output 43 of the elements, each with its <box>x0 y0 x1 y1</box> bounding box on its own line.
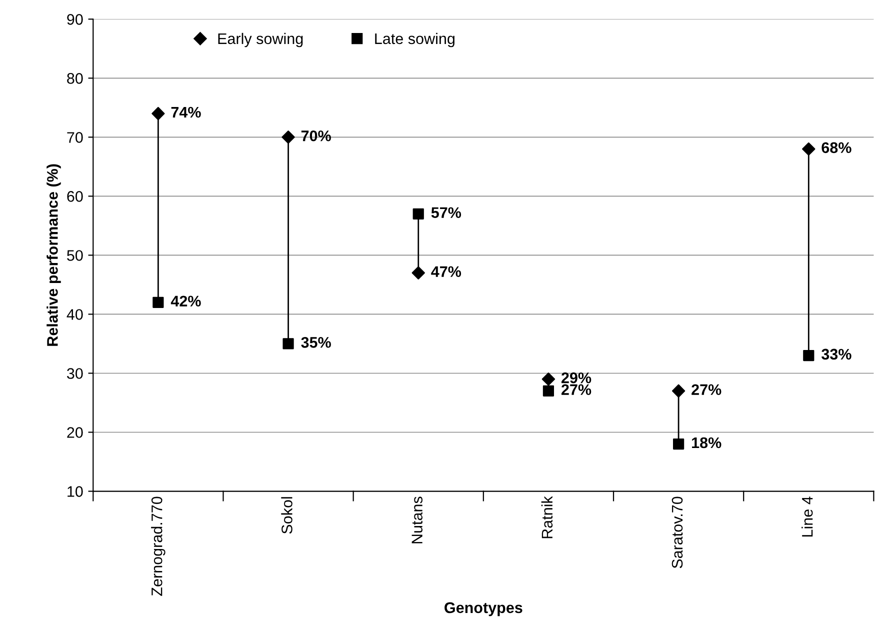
point <box>542 372 556 386</box>
y-tick-label: 60 <box>67 191 83 202</box>
y-tick-label: 90 <box>67 14 83 25</box>
point <box>152 106 165 120</box>
point <box>803 350 814 362</box>
legend-label: Late sowing <box>375 32 454 48</box>
data-label: 68% <box>822 142 852 154</box>
data-label: 74% <box>171 106 201 118</box>
point <box>542 385 554 396</box>
x-axis-title: Genotypes <box>444 602 522 616</box>
x-tick-label: Zernograd.770 <box>151 496 166 596</box>
data-label: 35% <box>301 337 331 348</box>
x-tick-label: Sokol <box>281 497 292 534</box>
data-label: 27% <box>692 384 722 396</box>
y-tick-label: 10 <box>68 486 83 497</box>
x-tick-label: Ratnik <box>541 496 553 538</box>
data-label: 42% <box>170 296 201 306</box>
x-tick-label: Line 4 <box>802 496 813 536</box>
point <box>802 142 816 156</box>
data-label: 18% <box>692 437 722 448</box>
point <box>282 338 294 350</box>
data-label: 29% <box>561 372 592 384</box>
y-axis-title: Relative performance (%) <box>46 164 61 346</box>
data-label: 27% <box>561 384 592 396</box>
point <box>672 384 686 398</box>
y-tick-label: 40 <box>66 309 83 320</box>
x-tick-label: Nutans <box>412 496 422 544</box>
y-tick-label: 30 <box>67 368 83 379</box>
y-tick-label: 70 <box>67 132 83 143</box>
y-tick-label: 50 <box>67 250 83 261</box>
point <box>152 296 164 308</box>
data-label: 70% <box>301 130 331 142</box>
legend-label: Early sowing <box>218 32 303 48</box>
point <box>412 208 424 220</box>
point <box>282 130 295 144</box>
data-label: 57% <box>431 207 462 218</box>
y-tick-label: 80 <box>67 73 83 84</box>
data-label: 47% <box>431 266 462 277</box>
y-tick-label: 20 <box>67 427 83 438</box>
x-tick-label: Saratov.70 <box>672 496 683 568</box>
point <box>412 266 425 280</box>
point <box>673 438 684 450</box>
data-label: 33% <box>822 348 852 360</box>
